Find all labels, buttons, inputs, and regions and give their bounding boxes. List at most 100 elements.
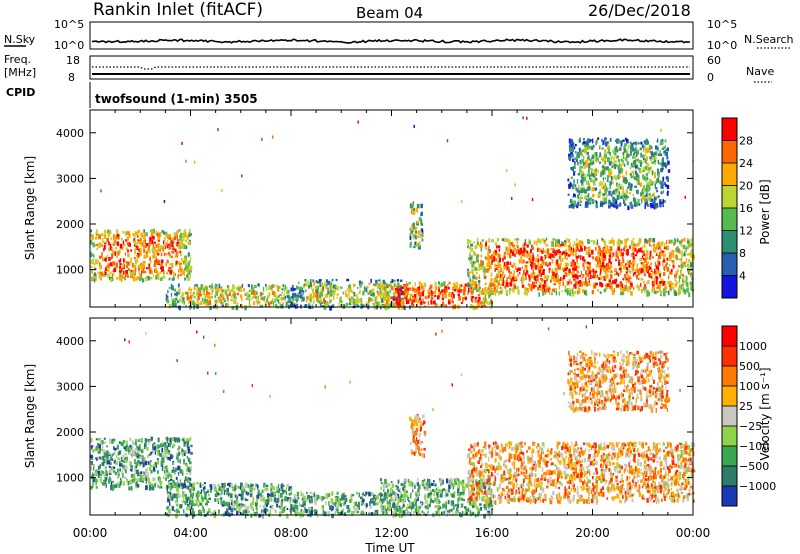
power-cell [232,293,235,296]
velocity-cell [279,506,281,510]
power-cell [420,301,423,305]
power-y-tick-label: 1000 [56,264,84,277]
power-cell [593,282,596,286]
velocity-cell [276,503,278,508]
velocity-cell [95,480,97,486]
velocity-cell [281,498,284,503]
velocity-cell [139,454,142,458]
power-cell [568,272,570,276]
power-cell [467,268,470,271]
power-cell [625,189,629,194]
power-cell [641,154,645,158]
velocity-cell [285,491,287,496]
power-cell [250,291,254,295]
power-cell [645,188,647,192]
power-cell [528,240,531,245]
power-cell [579,160,582,165]
velocity-cell [230,483,233,489]
power-cell [649,244,652,247]
power-cell [507,252,510,255]
power-cell [506,261,510,265]
power-cell [136,252,140,258]
power-cell [383,281,387,285]
power-cell [111,273,113,278]
velocity-cell [189,494,193,498]
power-cell [564,243,567,247]
power-cell [181,297,185,301]
velocity-cell [91,445,94,448]
power-cell [501,238,505,241]
power-cell [503,262,506,267]
power-cell [91,276,94,281]
power-cell [584,149,587,154]
power-cell [591,256,594,260]
velocity-cell [99,464,101,469]
power-cell [555,274,557,279]
power-cell [644,205,646,210]
power-cell [533,266,535,269]
power-cell [415,208,418,212]
power-cell [481,261,485,266]
power-cell [581,281,584,284]
power-cell [516,241,519,244]
power-cell [619,203,621,207]
power-cell [669,257,672,261]
power-cell [156,258,158,263]
power-cell [653,196,657,201]
velocity-cell [112,465,114,470]
power-cell [645,141,648,145]
power-cell [181,269,183,273]
power-cell [589,267,592,270]
velocity-cell [109,456,113,462]
velocity-cell [167,485,169,489]
power-cell [394,303,397,307]
power-cell [470,287,473,290]
velocity-cell [235,504,239,507]
power-cell [615,200,618,205]
power-cell [592,173,595,177]
power-cell [509,289,511,295]
velocity-cell [284,505,287,509]
power-cell [665,245,668,251]
power-cell [292,284,294,288]
power-cell [646,188,649,193]
power-cell [656,277,659,280]
power-cell [106,255,108,258]
power-cell [166,239,169,243]
velocity-cell [208,497,211,500]
power-cell [386,285,389,289]
power-cell [574,143,577,147]
power-cell [91,269,94,275]
velocity-cell [174,469,176,475]
power-cell [554,242,557,248]
power-cell [483,290,486,296]
power-cell [622,278,625,281]
power-cell [583,290,587,295]
power-cell [483,305,486,308]
power-cell [530,284,533,289]
power-cell [133,233,136,239]
power-cell [680,263,684,269]
power-cell [599,273,602,276]
power-cell [488,290,491,295]
power-cell [227,287,229,292]
power-cell [633,260,636,265]
power-cell [168,304,172,309]
power-cell [178,305,181,311]
velocity-cell [117,484,121,488]
power-cell [309,282,312,288]
power-cell [144,244,148,248]
velocity-cell [144,460,148,466]
power-cell [278,286,281,289]
power-cell [666,147,669,151]
velocity-cell [153,483,156,488]
power-cell [657,171,660,175]
velocity-cell [157,484,159,488]
power-cell [479,290,482,294]
power-cell [505,168,508,172]
velocity-cell [141,448,144,454]
power-cell [168,245,172,250]
power-cell [631,147,634,151]
power-cell [543,241,546,245]
power-cell [629,141,632,144]
